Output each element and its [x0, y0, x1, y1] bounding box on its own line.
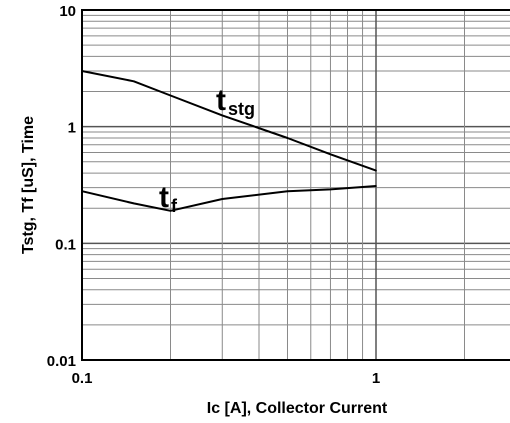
y-tick-label: 1: [68, 120, 76, 137]
series-point-tstg: [286, 137, 289, 139]
series-label-main: t: [159, 181, 169, 214]
series-point-tstg: [169, 94, 172, 97]
series-point-tf: [375, 185, 377, 187]
series-label-main: t: [216, 84, 226, 117]
y-tick-labels: 10 1 0.1 0.01: [47, 3, 76, 370]
series-point-tf: [286, 190, 289, 192]
x-axis-title: Ic [A], Collector Current: [207, 400, 388, 417]
y-tick-label: 0.1: [55, 236, 76, 253]
series-point-tf: [132, 202, 135, 205]
series-label-tstg: t stg: [216, 84, 255, 119]
series-label-sub: f: [171, 196, 178, 216]
series-point-tf: [169, 210, 172, 212]
y-axis-title: Tstg, Tf [uS], Time: [20, 116, 37, 254]
x-tick-label: 0.1: [72, 370, 93, 387]
series-point-tstg: [329, 153, 332, 156]
series-point-tstg: [132, 80, 135, 83]
series-line-tf: [81, 185, 377, 212]
y-tick-label: 0.01: [47, 353, 76, 370]
series-point-tf: [221, 198, 224, 200]
series-point-tstg: [375, 169, 377, 172]
grid: [82, 10, 510, 361]
series-label-sub: stg: [228, 99, 255, 119]
y-tick-label: 10: [59, 3, 76, 20]
series-point-tf: [329, 188, 332, 191]
x-tick-labels: 0.1 1: [72, 370, 381, 387]
series-line-tstg: [81, 70, 377, 172]
series-point-tstg: [221, 114, 224, 117]
x-tick-label: 1: [372, 370, 380, 387]
plot-border: [81, 9, 510, 361]
